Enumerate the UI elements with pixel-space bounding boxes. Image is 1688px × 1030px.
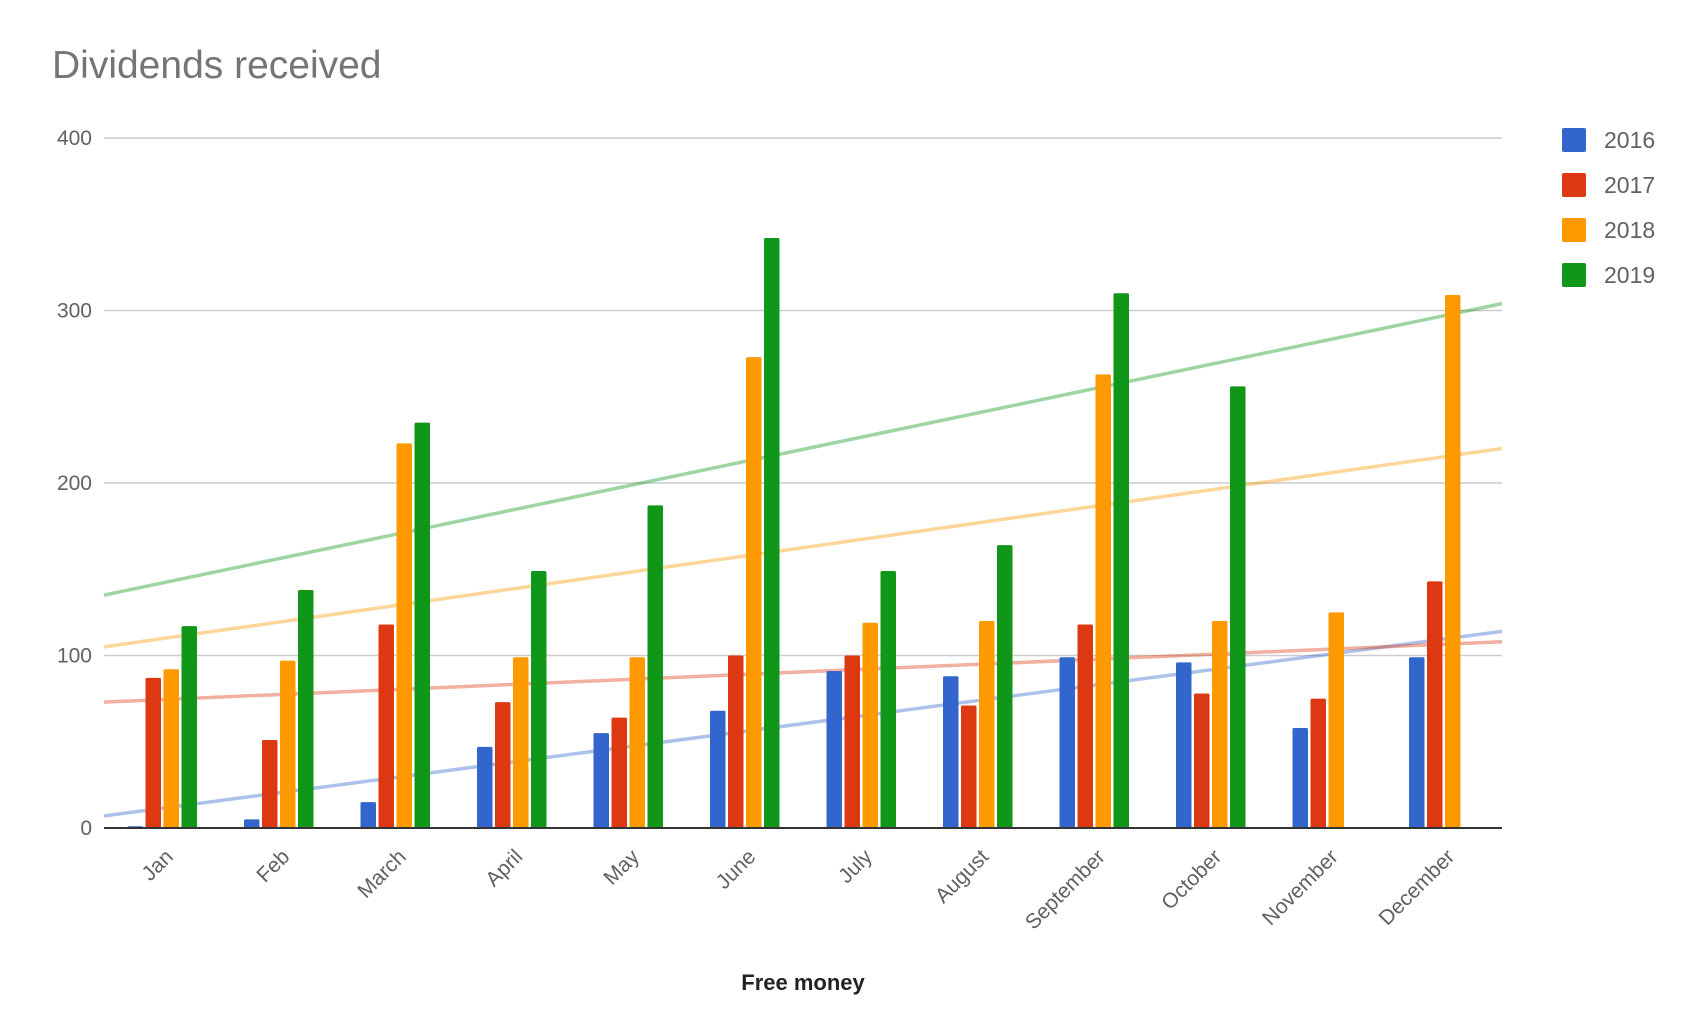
bar-2017-jan <box>145 677 161 828</box>
legend-label-2018: 2018 <box>1604 217 1655 243</box>
x-tick-label: Jan <box>138 845 178 885</box>
bar-2017-july <box>844 655 860 828</box>
legend-swatch-2019 <box>1562 263 1586 287</box>
x-tick-label: July <box>834 845 877 888</box>
bar-2017-november <box>1310 698 1326 828</box>
bar-2016-may <box>593 733 609 828</box>
bar-2018-october <box>1212 621 1228 828</box>
bar-2018-june <box>746 357 762 828</box>
legend: 2016 2017 2018 2019 <box>1562 127 1655 288</box>
legend-swatch-2016 <box>1562 128 1586 152</box>
bar-2019-april <box>531 570 547 828</box>
bar-2019-feb <box>298 589 314 828</box>
bar-2019-june <box>764 238 780 829</box>
bars <box>127 238 1461 829</box>
legend-label-2016: 2016 <box>1604 127 1655 153</box>
legend-swatch-2018 <box>1562 218 1586 242</box>
x-tick-label: October <box>1157 845 1226 914</box>
bar-2018-feb <box>280 660 296 828</box>
bar-2018-march <box>396 443 412 828</box>
bar-2018-september <box>1095 374 1111 828</box>
trendline-2017 <box>103 639 1503 704</box>
y-tick-label: 300 <box>57 300 92 323</box>
bar-2018-december <box>1445 294 1461 829</box>
y-tick-label: 0 <box>80 817 92 840</box>
trendline-2018 <box>103 446 1503 649</box>
x-tick-label: November <box>1258 845 1343 930</box>
bar-2017-may <box>611 717 627 828</box>
trendline-2019 <box>103 301 1503 597</box>
bar-2017-august <box>961 705 977 828</box>
bar-2016-june <box>710 710 726 828</box>
bar-2016-august <box>943 676 959 828</box>
bar-2016-september <box>1059 657 1075 828</box>
x-tick-label: Feb <box>252 845 294 887</box>
bar-2018-august <box>979 621 995 828</box>
bar-2018-jan <box>163 669 179 828</box>
bar-2018-november <box>1328 612 1344 828</box>
bar-2018-may <box>629 657 645 828</box>
legend-swatch-2017 <box>1562 173 1586 197</box>
bar-2017-october <box>1194 693 1210 828</box>
x-tick-label: September <box>1021 845 1110 934</box>
legend-label-2019: 2019 <box>1604 262 1655 288</box>
bar-2019-september <box>1113 293 1129 828</box>
bar-2017-march <box>378 624 394 828</box>
x-tick-label: March <box>353 845 411 903</box>
bar-2016-march <box>360 802 376 828</box>
bar-2018-april <box>513 657 529 828</box>
legend-label-2017: 2017 <box>1604 172 1655 198</box>
x-tick-label: December <box>1375 845 1460 930</box>
gridlines <box>104 137 1502 657</box>
bar-2017-june <box>728 655 744 828</box>
x-tick-label: June <box>712 845 760 893</box>
trendlines <box>103 301 1503 818</box>
x-tick-label: April <box>481 845 527 891</box>
bar-2017-december <box>1427 581 1443 828</box>
x-tick-label: August <box>931 845 994 908</box>
x-tick-label: May <box>599 845 644 890</box>
bar-2016-october <box>1176 662 1192 828</box>
bar-2019-october <box>1230 386 1246 828</box>
bar-2016-april <box>477 746 493 828</box>
bar-2016-feb <box>244 819 260 828</box>
bar-2019-may <box>647 505 663 828</box>
bar-2017-feb <box>262 740 278 828</box>
y-tick-label: 100 <box>57 645 92 668</box>
y-tick-label: 200 <box>57 472 92 495</box>
trendline-2016 <box>103 629 1503 818</box>
bar-2016-december <box>1409 657 1425 828</box>
bar-2019-march <box>414 422 430 828</box>
y-tick-label: 400 <box>57 127 92 150</box>
bar-2016-november <box>1292 727 1308 828</box>
bar-2019-jan <box>181 626 197 828</box>
chart-title: Dividends received <box>52 44 382 87</box>
bar-2018-july <box>862 622 878 828</box>
bar-2019-august <box>997 545 1013 828</box>
x-axis-title: Free money <box>741 970 865 995</box>
bar-2016-july <box>826 671 842 828</box>
bar-2017-september <box>1077 624 1093 828</box>
bar-2019-july <box>880 570 896 828</box>
bar-2017-april <box>495 702 511 828</box>
